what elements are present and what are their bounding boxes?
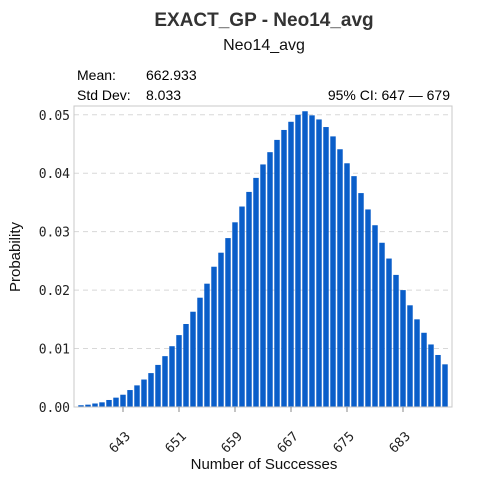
bar <box>113 397 119 407</box>
std-dev-label: Std Dev: <box>77 87 131 103</box>
bar <box>246 191 252 407</box>
y-axis-ticks: 0.00 0.01 0.02 0.03 0.04 0.05 <box>39 109 70 416</box>
bar <box>155 364 161 407</box>
bar <box>274 139 280 407</box>
bar <box>99 402 105 407</box>
bar <box>92 403 98 407</box>
bar <box>414 319 420 407</box>
y-tick-label: 0.01 <box>39 343 70 358</box>
bar <box>169 346 175 407</box>
bar <box>316 119 322 407</box>
chart-title: EXACT_GP - Neo14_avg <box>154 10 373 31</box>
bar <box>323 127 329 408</box>
bar <box>141 379 147 407</box>
mean-label: Mean: <box>77 67 116 83</box>
bar <box>106 399 112 407</box>
bar <box>365 209 371 407</box>
bar <box>358 193 364 407</box>
bar <box>344 163 350 407</box>
x-tick-label: 659 <box>219 429 246 456</box>
bar <box>442 364 448 407</box>
bar <box>78 405 84 407</box>
bar <box>211 266 217 407</box>
bar <box>176 335 182 407</box>
bar <box>281 129 287 407</box>
bar <box>183 324 189 407</box>
bar <box>197 297 203 407</box>
confidence-interval: 95% CI: 647 — 679 <box>328 87 450 103</box>
y-tick-label: 0.00 <box>39 401 70 416</box>
bar <box>127 390 133 407</box>
bar <box>225 238 231 407</box>
bar <box>148 373 154 407</box>
bar <box>232 222 238 407</box>
bar <box>162 356 168 407</box>
bar <box>309 115 315 408</box>
bar <box>302 111 308 407</box>
bar <box>85 404 91 407</box>
x-tick-label: 667 <box>275 429 302 456</box>
bar <box>253 177 259 407</box>
x-tick-label: 643 <box>107 429 134 456</box>
bar <box>204 283 210 407</box>
x-tick-label: 683 <box>387 429 414 456</box>
x-axis-label: Number of Successes <box>191 456 338 473</box>
bar <box>407 305 413 407</box>
y-tick-label: 0.02 <box>39 284 70 299</box>
y-tick-label: 0.05 <box>39 109 70 124</box>
bar <box>393 274 399 407</box>
bar <box>372 225 378 407</box>
bar <box>330 136 336 408</box>
plot-frame <box>73 105 453 408</box>
mean-value: 662.933 <box>146 67 197 83</box>
bar <box>267 152 273 407</box>
bar <box>421 332 427 407</box>
bar <box>435 354 441 407</box>
bars <box>78 111 448 408</box>
bar <box>386 258 392 407</box>
y-axis-label: Probability <box>7 221 24 292</box>
y-tick-label: 0.04 <box>39 167 70 182</box>
x-axis-ticks: 643 651 659 667 675 683 <box>107 407 414 456</box>
bar <box>218 252 224 407</box>
bar <box>120 394 126 407</box>
std-dev-value: 8.033 <box>146 87 181 103</box>
bar <box>190 311 196 407</box>
bar <box>400 290 406 407</box>
bar <box>351 176 357 407</box>
bar <box>134 385 140 407</box>
bar <box>260 164 266 407</box>
bar <box>295 114 301 407</box>
bar <box>288 121 294 408</box>
bar <box>239 206 245 407</box>
bar <box>337 149 343 407</box>
bar <box>428 344 434 407</box>
chart-subtitle: Neo14_avg <box>223 37 305 54</box>
bar <box>379 242 385 407</box>
y-tick-label: 0.03 <box>39 226 70 241</box>
x-tick-label: 675 <box>331 429 358 456</box>
x-tick-label: 651 <box>163 429 190 456</box>
